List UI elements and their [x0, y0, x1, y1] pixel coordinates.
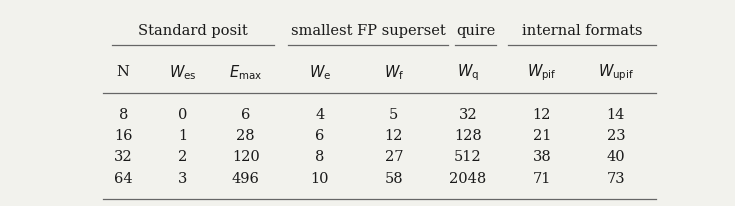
Text: 21: 21 — [533, 129, 551, 143]
Text: 58: 58 — [384, 172, 403, 186]
Text: 6: 6 — [315, 129, 324, 143]
Text: 32: 32 — [114, 150, 132, 164]
Text: $\mathit{W}_{\mathrm{e}}$: $\mathit{W}_{\mathrm{e}}$ — [309, 63, 331, 82]
Text: 128: 128 — [454, 129, 481, 143]
Text: 512: 512 — [454, 150, 481, 164]
Text: 2: 2 — [179, 150, 187, 164]
Text: 27: 27 — [384, 150, 403, 164]
Text: 71: 71 — [533, 172, 551, 186]
Text: quire: quire — [456, 24, 495, 38]
Text: 12: 12 — [384, 129, 403, 143]
Text: 23: 23 — [606, 129, 625, 143]
Text: 73: 73 — [606, 172, 625, 186]
Text: 32: 32 — [459, 108, 477, 122]
Text: 0: 0 — [179, 108, 187, 122]
Text: $\mathit{W}_{\mathrm{upif}}$: $\mathit{W}_{\mathrm{upif}}$ — [598, 62, 634, 83]
Text: $\mathit{W}_{\mathrm{q}}$: $\mathit{W}_{\mathrm{q}}$ — [456, 62, 479, 83]
Text: 8: 8 — [118, 108, 128, 122]
Text: 8: 8 — [315, 150, 324, 164]
Text: 2048: 2048 — [449, 172, 487, 186]
Text: 40: 40 — [606, 150, 625, 164]
Text: Standard posit: Standard posit — [138, 24, 248, 38]
Text: internal formats: internal formats — [522, 24, 642, 38]
Text: 10: 10 — [310, 172, 329, 186]
Text: 3: 3 — [179, 172, 187, 186]
Text: 6: 6 — [241, 108, 251, 122]
Text: 5: 5 — [389, 108, 398, 122]
Text: 14: 14 — [607, 108, 625, 122]
Text: $\mathit{W}_{\mathrm{pif}}$: $\mathit{W}_{\mathrm{pif}}$ — [527, 62, 556, 83]
Text: 496: 496 — [232, 172, 259, 186]
Text: 38: 38 — [532, 150, 551, 164]
Text: N: N — [117, 65, 129, 79]
Text: 16: 16 — [114, 129, 132, 143]
Text: $\mathit{W}_{\mathrm{es}}$: $\mathit{W}_{\mathrm{es}}$ — [169, 63, 197, 82]
Text: 4: 4 — [315, 108, 324, 122]
Text: 120: 120 — [232, 150, 259, 164]
Text: 1: 1 — [179, 129, 187, 143]
Text: $\mathit{W}_{\mathrm{f}}$: $\mathit{W}_{\mathrm{f}}$ — [384, 63, 404, 82]
Text: 28: 28 — [237, 129, 255, 143]
Text: 12: 12 — [533, 108, 551, 122]
Text: $\mathit{E}_{\mathrm{max}}$: $\mathit{E}_{\mathrm{max}}$ — [229, 63, 262, 82]
Text: 64: 64 — [114, 172, 132, 186]
Text: smallest FP superset: smallest FP superset — [291, 24, 445, 38]
